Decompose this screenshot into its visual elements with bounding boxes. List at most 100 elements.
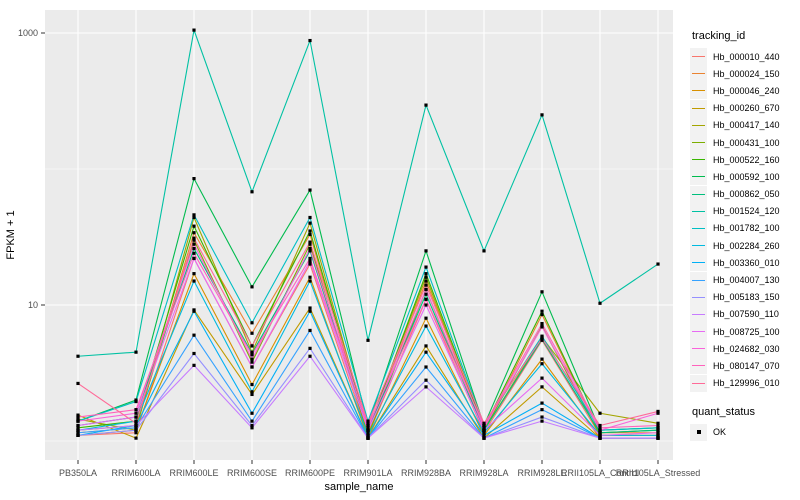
data-point — [424, 297, 428, 301]
y-tick-label: 10 — [28, 300, 38, 310]
data-point — [482, 433, 486, 437]
plot-panel — [45, 10, 673, 460]
data-point — [76, 415, 80, 419]
legend-item: Hb_000522_160 — [690, 151, 800, 169]
data-point — [424, 316, 428, 320]
data-point — [134, 415, 138, 419]
legend-item: Hb_000431_100 — [690, 134, 800, 152]
data-point — [424, 103, 428, 107]
data-point — [656, 262, 660, 266]
legend-key-line-icon — [692, 296, 705, 298]
data-point — [424, 279, 428, 283]
x-tick-label: RRIM928LA — [459, 468, 508, 478]
data-point — [424, 272, 428, 276]
data-point — [192, 242, 196, 246]
axis-ticks — [41, 32, 659, 464]
data-point — [656, 428, 660, 432]
legend-key-line-icon — [692, 279, 705, 281]
quant-status-items: OK — [690, 423, 800, 441]
legend-key — [690, 134, 707, 152]
data-point — [540, 376, 544, 380]
legend-key-line-icon — [692, 227, 705, 229]
x-tick-label: RRII105LA_Control — [561, 468, 639, 478]
quant-status-label: OK — [713, 427, 727, 438]
data-point — [308, 38, 312, 43]
legend-label: Hb_000592_100 — [713, 171, 780, 182]
legend-label: Hb_000417_140 — [713, 120, 780, 131]
data-point — [192, 333, 196, 337]
legend-key — [690, 168, 707, 186]
data-point — [134, 419, 138, 423]
legend-key — [690, 271, 707, 289]
legend-key — [690, 237, 707, 255]
data-point — [656, 436, 660, 440]
data-point — [76, 419, 80, 423]
x-tick-label: PB350LA — [59, 468, 97, 478]
legend-key-line-icon — [692, 348, 705, 350]
legend-key — [690, 357, 707, 375]
data-point — [540, 309, 544, 313]
data-point — [656, 431, 660, 435]
data-point — [482, 423, 486, 428]
data-point — [598, 433, 602, 437]
legend-label: Hb_000024_150 — [713, 68, 780, 79]
legend-label: Hb_000862_050 — [713, 189, 780, 200]
legend-item: Hb_004007_130 — [690, 271, 800, 289]
legend-item: Hb_129996_010 — [690, 374, 800, 392]
data-point — [250, 392, 254, 397]
data-point — [192, 238, 196, 242]
data-point — [656, 409, 660, 414]
data-point — [366, 426, 370, 430]
data-point — [598, 431, 602, 435]
legend-item: Hb_003360_010 — [690, 254, 800, 272]
data-point — [192, 213, 196, 217]
data-point — [134, 411, 138, 415]
data-point — [76, 354, 80, 358]
legend-item: Hb_007590_110 — [690, 305, 800, 323]
legend-label: Hb_001782_100 — [713, 223, 780, 234]
legend-key — [690, 254, 707, 272]
data-point — [308, 229, 312, 233]
data-point — [76, 381, 80, 386]
data-point — [598, 301, 602, 305]
legend-label: Hb_003360_010 — [713, 257, 780, 268]
legend-label: Hb_080147_070 — [713, 360, 780, 371]
data-point — [540, 401, 544, 405]
legend-key — [690, 116, 707, 134]
data-point — [656, 421, 660, 425]
legend-items: Hb_000010_440 Hb_000024_150 Hb_000046_240 H… — [690, 48, 800, 392]
data-point — [424, 303, 428, 307]
data-point — [482, 436, 486, 440]
legend-key-line-icon — [692, 73, 705, 75]
data-point — [366, 436, 370, 440]
data-point — [540, 334, 544, 338]
data-point — [308, 275, 312, 279]
data-point — [540, 113, 544, 117]
data-point — [76, 417, 80, 421]
data-point — [308, 354, 312, 358]
data-point — [192, 351, 196, 356]
data-point — [192, 246, 196, 251]
data-point — [540, 419, 544, 423]
data-point — [76, 423, 80, 428]
data-point — [250, 353, 254, 357]
data-point — [308, 346, 312, 350]
legend-label: Hb_000046_240 — [713, 85, 780, 96]
legend-label: Hb_000260_670 — [713, 103, 780, 114]
data-point — [308, 232, 312, 237]
data-point — [424, 365, 428, 369]
data-point — [76, 426, 80, 430]
legend-title-quant-status: quant_status — [692, 405, 755, 418]
legend-label: Hb_000010_440 — [713, 51, 780, 62]
legend-key — [690, 340, 707, 358]
legend-key — [690, 82, 707, 100]
legend-key-line-icon — [692, 176, 705, 178]
point-square-icon — [696, 430, 701, 435]
y-tick-label: 1000 — [18, 28, 38, 38]
data-point — [134, 399, 138, 404]
legend-key-line-icon — [692, 262, 705, 264]
data-point — [656, 433, 660, 437]
data-point — [192, 251, 196, 255]
data-point — [192, 279, 196, 283]
data-point — [192, 224, 196, 228]
